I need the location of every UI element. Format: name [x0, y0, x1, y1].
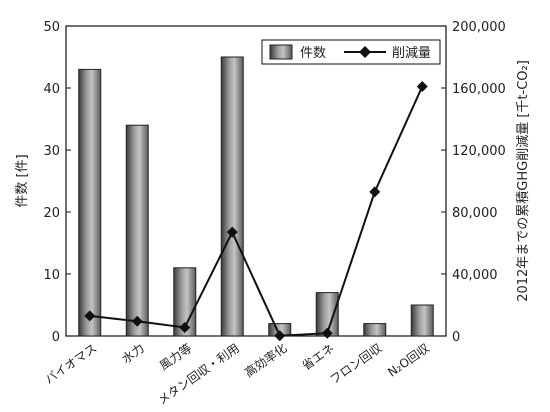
left-tick-label: 50	[43, 20, 60, 35]
reduction-point-1	[84, 310, 96, 322]
left-tick-label: 0	[52, 330, 60, 345]
bar-7	[363, 323, 387, 337]
left-tick-label: 40	[43, 82, 60, 97]
bar-2	[125, 124, 149, 337]
category-label-2: 水力	[119, 341, 147, 366]
reduction-point-2	[131, 315, 143, 327]
reduction-line	[89, 86, 424, 337]
right-tick-label: 200,000	[452, 20, 506, 35]
bar-3	[173, 267, 197, 337]
right-tick-label: 160,000	[452, 82, 506, 97]
legend-line-marker	[359, 46, 371, 58]
right-axis-title: 2012年までの累積GHG削減量 [千t-CO₂]	[515, 60, 531, 302]
right-tick-label: 120,000	[452, 144, 506, 159]
category-label-1: バイオマス	[42, 341, 99, 387]
right-tick-label: 40,000	[452, 268, 498, 283]
plot-border	[65, 25, 447, 337]
legend: 件数 削減量	[261, 39, 441, 65]
legend-line-label: 削減量	[392, 45, 431, 61]
right-tick-label: 80,000	[452, 206, 498, 221]
line-series-group	[84, 80, 428, 342]
category-label-6: 省エネ	[299, 341, 337, 373]
bar-4	[220, 56, 244, 337]
category-label-5: 高効率化	[242, 340, 290, 380]
left-axis-ticks: 0 10 20 30 40 50	[43, 20, 71, 345]
category-label-3: 風力等	[157, 341, 195, 373]
category-label-8: N₂O回収	[385, 341, 432, 380]
bar-8	[410, 304, 434, 337]
bar-1	[78, 68, 102, 337]
reduction-point-5	[274, 330, 286, 342]
right-axis-ticks: 0 40,000 80,000 120,000 160,000 200,000	[441, 20, 506, 345]
left-tick-label: 30	[43, 144, 60, 159]
reduction-point-6	[321, 327, 333, 339]
plot-frame	[65, 25, 447, 337]
reduction-point-4	[226, 226, 238, 238]
reduction-point-3	[179, 321, 191, 333]
left-tick-label: 10	[43, 268, 60, 283]
left-tick-label: 20	[43, 206, 60, 221]
left-axis-title: 件数 [件]	[15, 154, 30, 207]
reduction-point-7	[369, 186, 381, 198]
category-label-7: フロン回収	[327, 341, 384, 387]
bars-group	[78, 56, 434, 337]
legend-bar-swatch	[269, 44, 293, 60]
reduction-point-8	[416, 80, 428, 92]
right-tick-label: 0	[452, 330, 460, 345]
category-label-4: メタン回収・利用	[155, 341, 242, 408]
legend-bar-label: 件数	[300, 46, 326, 61]
